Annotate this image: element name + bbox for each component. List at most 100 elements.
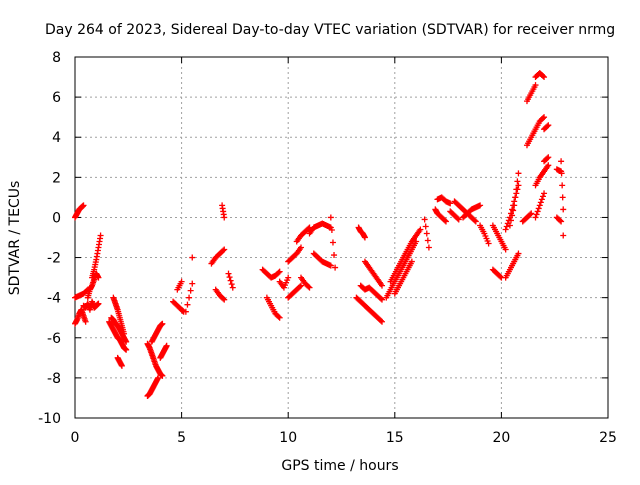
- data-point: [327, 262, 334, 269]
- grid-lines: [75, 57, 608, 418]
- data-point: [220, 247, 227, 254]
- data-point: [221, 296, 228, 303]
- y-tick-label: 0: [52, 210, 61, 226]
- data-point: [186, 294, 193, 301]
- data-point: [189, 280, 196, 287]
- y-axis-label: SDTVAR / TECUs: [7, 181, 23, 296]
- data-point: [229, 284, 236, 291]
- data-point: [506, 222, 513, 229]
- data-point: [178, 278, 185, 285]
- data-point: [558, 170, 565, 177]
- data-point: [532, 82, 539, 89]
- data-point: [276, 268, 283, 275]
- data-point: [379, 296, 386, 303]
- y-tick-label: 4: [52, 130, 61, 146]
- data-point: [557, 217, 564, 224]
- data-point: [182, 308, 189, 315]
- data-point: [528, 210, 535, 217]
- data-point: [97, 232, 104, 239]
- data-point: [502, 246, 509, 253]
- data-point: [189, 254, 196, 261]
- data-point: [80, 202, 87, 209]
- data-point: [331, 252, 338, 259]
- plot-frame: [74, 56, 609, 419]
- data-point: [95, 274, 102, 281]
- data-point: [441, 217, 448, 224]
- data-point: [297, 244, 304, 251]
- data-point: [221, 214, 228, 221]
- y-tick-label: -6: [47, 331, 61, 347]
- data-point: [455, 216, 462, 223]
- data-point: [472, 218, 479, 225]
- data-point: [560, 206, 567, 213]
- data-point: [545, 122, 552, 129]
- data-point: [515, 170, 522, 177]
- data-point: [471, 217, 478, 224]
- data-point: [155, 374, 162, 381]
- data-point: [226, 274, 233, 281]
- data-point: [507, 217, 514, 224]
- data-point: [559, 182, 566, 189]
- x-tick-label: 20: [492, 430, 510, 446]
- data-point: [509, 212, 516, 219]
- y-tick-label: 2: [52, 170, 61, 186]
- data-point: [515, 250, 522, 257]
- data-point: [377, 317, 384, 324]
- data-point: [220, 295, 227, 302]
- data-point: [537, 199, 544, 206]
- data-point: [221, 246, 228, 253]
- data-point: [545, 154, 552, 161]
- x-tick-label: 0: [71, 430, 80, 446]
- data-point: [497, 273, 504, 280]
- chart-title: Day 264 of 2023, Sidereal Day-to-day VTE…: [45, 22, 615, 38]
- data-point: [327, 214, 334, 221]
- x-tick-label: 10: [279, 430, 297, 446]
- data-point: [159, 320, 166, 327]
- data-point: [118, 362, 125, 369]
- data-point: [361, 234, 368, 241]
- x-tick-label: 15: [386, 430, 404, 446]
- x-tick-label: 5: [177, 430, 186, 446]
- data-point: [379, 282, 386, 289]
- data-point: [512, 194, 519, 201]
- data-point: [306, 284, 313, 291]
- data-point: [187, 287, 194, 294]
- data-point: [558, 158, 565, 165]
- data-point: [297, 282, 304, 289]
- data-point: [509, 206, 516, 213]
- y-tick-label: 6: [52, 90, 61, 106]
- data-point: [514, 178, 521, 185]
- data-point: [532, 214, 539, 221]
- data-point: [305, 283, 312, 290]
- data-point: [536, 202, 543, 209]
- data-point: [425, 244, 432, 251]
- y-tick-label: -10: [38, 411, 61, 427]
- data-point: [447, 200, 454, 207]
- x-axis-label: GPS time / hours: [281, 458, 398, 474]
- data-point: [95, 300, 102, 307]
- data-point: [329, 239, 336, 246]
- data-point: [82, 318, 89, 325]
- data-point: [511, 202, 518, 209]
- data-point: [422, 223, 429, 230]
- y-tick-label: -4: [47, 291, 61, 307]
- data-point: [424, 237, 431, 244]
- data-point: [485, 240, 492, 247]
- data-point: [408, 258, 415, 265]
- data-point: [163, 342, 170, 349]
- data-point: [328, 226, 335, 233]
- x-tick-label: 25: [599, 430, 617, 446]
- data-point: [544, 123, 551, 130]
- data-point: [83, 287, 90, 294]
- data-point: [275, 313, 282, 320]
- data-point: [539, 115, 546, 122]
- data-point: [534, 208, 541, 215]
- data-point: [545, 162, 552, 169]
- data-point: [559, 194, 566, 201]
- data-point: [527, 211, 534, 218]
- data-point: [442, 218, 449, 225]
- data-point: [123, 346, 130, 353]
- data-point: [454, 215, 461, 222]
